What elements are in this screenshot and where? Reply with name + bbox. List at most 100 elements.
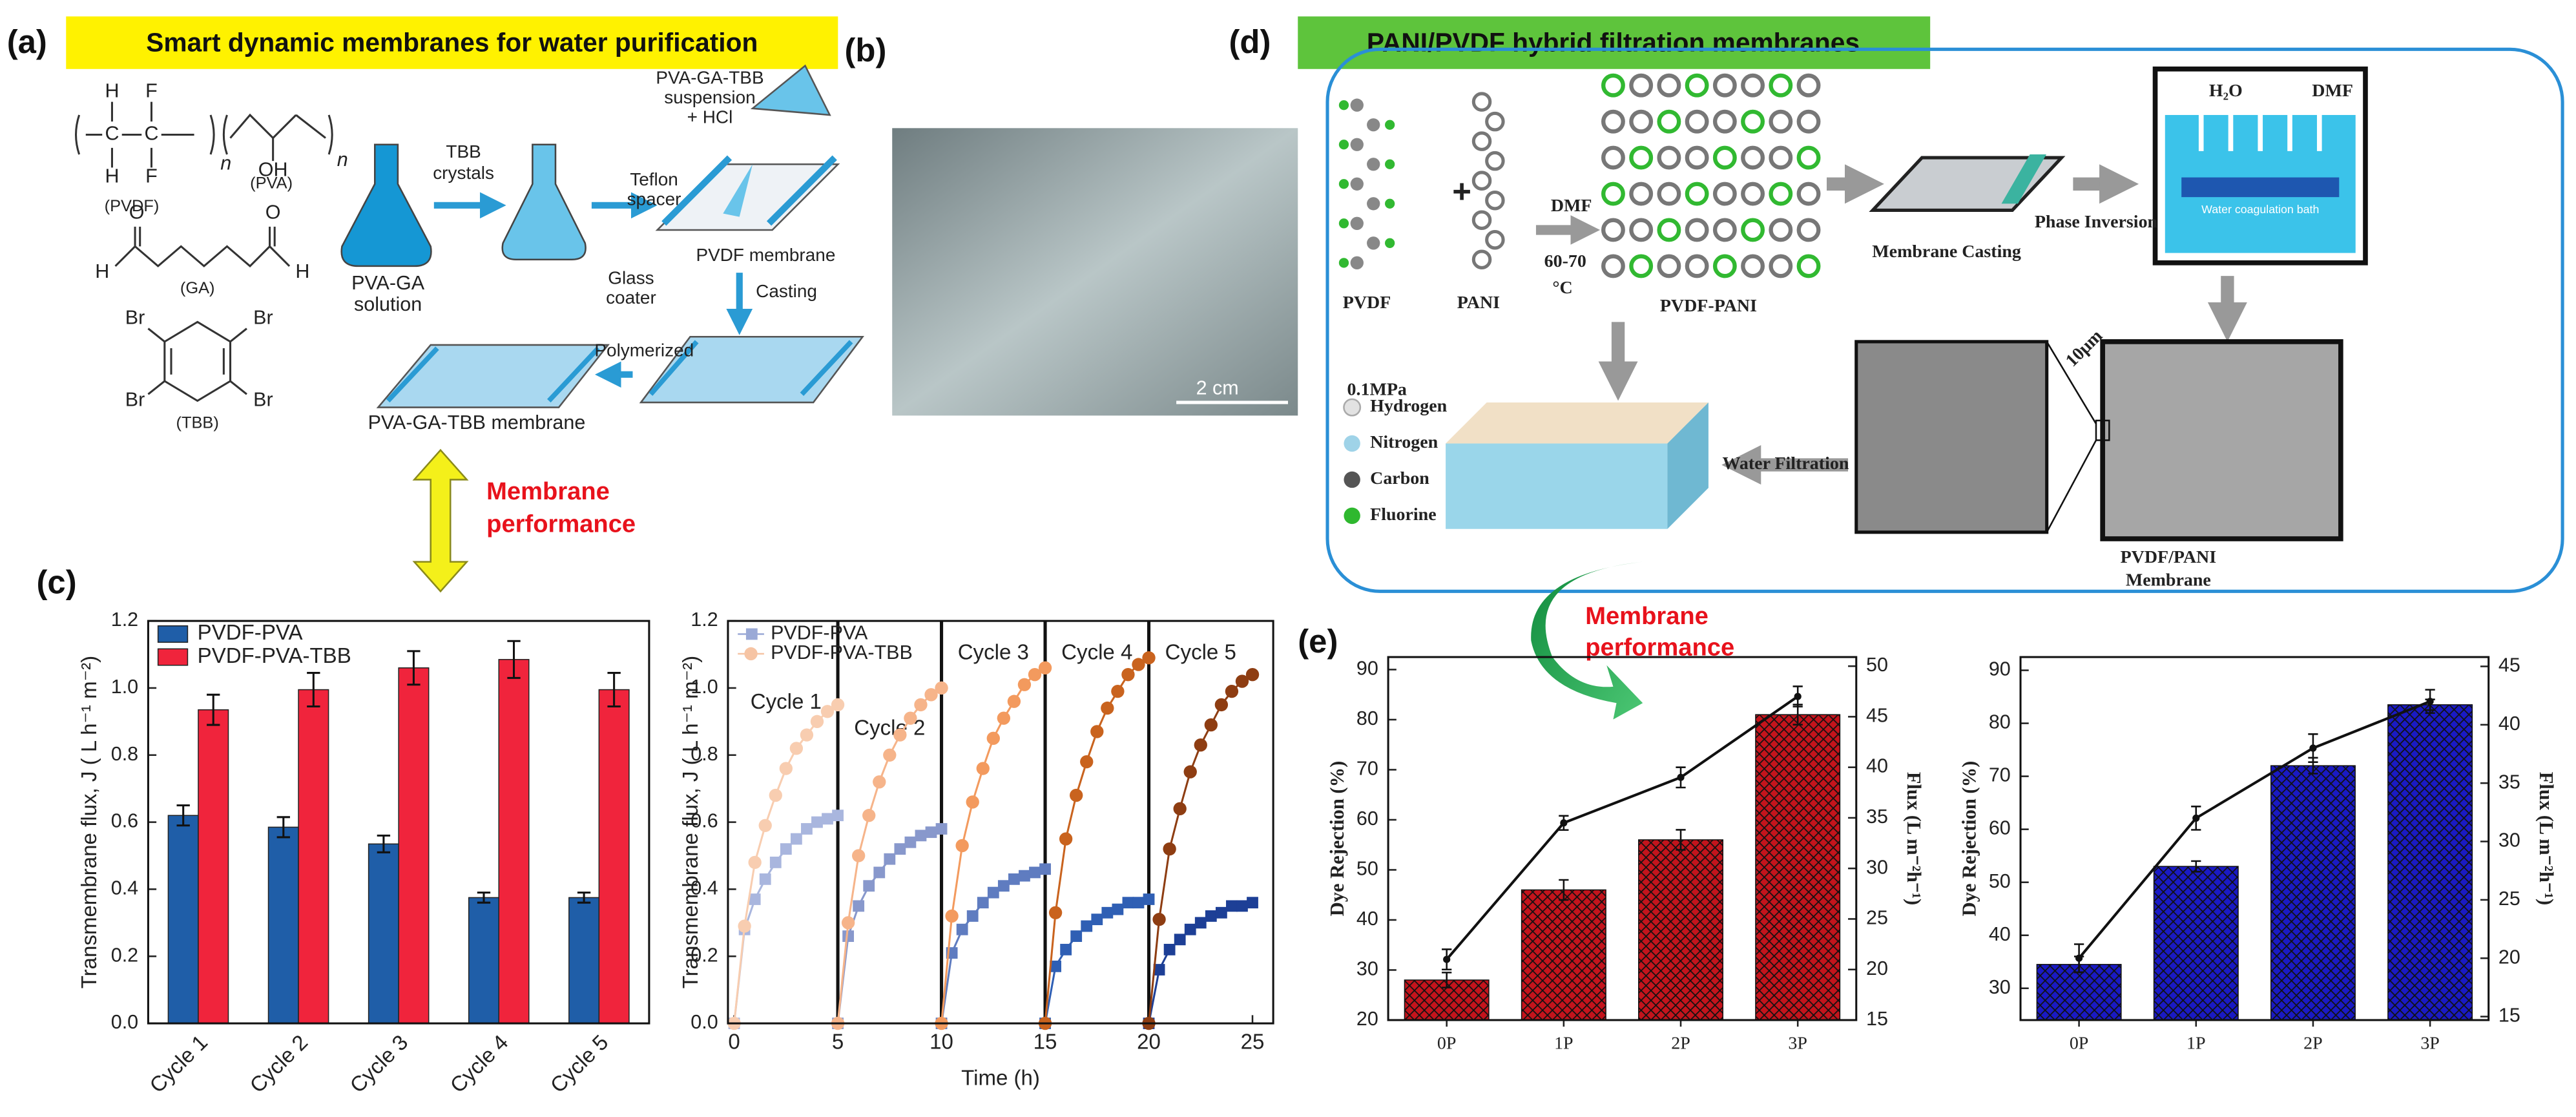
point bbox=[738, 919, 751, 933]
panel-d: PANI/PVDF hybrid filtration membranes + … bbox=[1298, 16, 2564, 593]
atom bbox=[1385, 159, 1395, 169]
point bbox=[904, 836, 917, 848]
step-label: PVDF membrane bbox=[696, 245, 835, 265]
y2-axis-label: Flux (L m⁻²h⁻¹) bbox=[2535, 772, 2557, 905]
y2-tick-label: 20 bbox=[1866, 957, 1888, 979]
error-bar bbox=[2425, 689, 2435, 715]
atom bbox=[1601, 182, 1625, 206]
y2-tick-label: 35 bbox=[2498, 771, 2520, 793]
atom bbox=[1367, 158, 1380, 171]
y-tick-label: 0.2 bbox=[111, 944, 138, 966]
panel-label: (b) bbox=[844, 32, 886, 68]
atom bbox=[1657, 218, 1681, 242]
label: PVDF/PANI bbox=[2121, 547, 2217, 567]
point bbox=[1059, 832, 1073, 846]
plot-frame bbox=[2019, 656, 2490, 1021]
atom: Br bbox=[125, 388, 145, 410]
point bbox=[925, 826, 937, 839]
error-bar bbox=[377, 834, 391, 853]
atom bbox=[1338, 100, 1349, 110]
step-label: TBB bbox=[446, 141, 481, 162]
point bbox=[769, 788, 782, 802]
point bbox=[1205, 910, 1217, 922]
annotation: Membrane bbox=[486, 477, 610, 505]
point bbox=[831, 698, 845, 712]
atom bbox=[1741, 182, 1765, 206]
bar bbox=[398, 667, 430, 1024]
step-label: solution bbox=[354, 293, 422, 315]
bar bbox=[368, 843, 399, 1024]
legend-swatch bbox=[157, 625, 189, 643]
atom bbox=[1796, 145, 1821, 170]
atom: C bbox=[105, 123, 119, 145]
point bbox=[822, 813, 833, 825]
y-tick-label: 1.2 bbox=[111, 609, 138, 631]
bar bbox=[298, 689, 329, 1024]
point bbox=[749, 893, 761, 905]
point bbox=[904, 711, 917, 725]
atom bbox=[1601, 109, 1625, 134]
annotation: performance bbox=[486, 510, 636, 538]
atom: C bbox=[144, 123, 158, 145]
step-label: PVA-GA-TBB bbox=[656, 67, 763, 87]
y-tick-label: 20 bbox=[1356, 1008, 1378, 1030]
atom: F bbox=[145, 79, 158, 101]
atom: O bbox=[265, 202, 281, 224]
atom bbox=[1367, 236, 1380, 250]
point bbox=[1225, 684, 1239, 698]
label: DMF bbox=[1551, 196, 1592, 216]
x-tick-label: 20 bbox=[1137, 1030, 1161, 1054]
y2-tick-label: 20 bbox=[2498, 946, 2520, 968]
molecules bbox=[1338, 73, 1821, 278]
y2-tick-label: 40 bbox=[2498, 713, 2520, 735]
bar bbox=[468, 897, 500, 1024]
point bbox=[851, 849, 866, 862]
atom bbox=[1712, 218, 1737, 242]
point bbox=[1038, 661, 1052, 674]
legend-label: Carbon bbox=[1370, 468, 1429, 488]
step-label: suspension bbox=[664, 87, 755, 107]
y-tick-label: 0.8 bbox=[691, 743, 718, 765]
atom bbox=[1685, 145, 1709, 170]
atom bbox=[1338, 140, 1349, 150]
point bbox=[884, 853, 896, 865]
atom bbox=[1796, 73, 1821, 98]
point bbox=[894, 843, 906, 855]
point bbox=[1174, 934, 1186, 946]
point bbox=[1101, 906, 1114, 919]
point bbox=[1090, 725, 1104, 738]
error-bar bbox=[1442, 972, 1452, 988]
atom: H bbox=[105, 165, 119, 187]
point bbox=[914, 698, 928, 712]
step-label: Casting bbox=[756, 281, 817, 301]
atom: H bbox=[105, 79, 119, 101]
point bbox=[1028, 668, 1042, 682]
error-bar bbox=[507, 640, 521, 679]
point bbox=[1142, 651, 1156, 665]
panel-title: PANI/PVDF hybrid filtration membranes bbox=[1367, 27, 1860, 57]
y2-tick-label: 15 bbox=[1866, 1008, 1888, 1030]
plot-frame bbox=[727, 620, 1274, 1025]
y-tick-label: 60 bbox=[1989, 817, 2011, 839]
atom: n bbox=[220, 152, 231, 174]
point bbox=[841, 916, 855, 930]
atom bbox=[1471, 92, 1492, 112]
atom bbox=[1796, 182, 1821, 206]
label: H₂O bbox=[2209, 81, 2243, 101]
atom: Br bbox=[125, 306, 145, 328]
atom bbox=[1796, 218, 1821, 242]
panel-label: (d) bbox=[1229, 23, 1271, 60]
point bbox=[1236, 900, 1248, 912]
x-tick-label: 0 bbox=[728, 1030, 740, 1054]
y-tick-label: 50 bbox=[1356, 858, 1378, 880]
x-tick-label: 0P bbox=[1437, 1034, 1457, 1054]
atom bbox=[1385, 120, 1395, 130]
bar bbox=[1638, 839, 1723, 1021]
series-line bbox=[2078, 700, 2431, 959]
panel-label: (a) bbox=[7, 23, 47, 60]
point bbox=[1163, 842, 1176, 856]
atom bbox=[1712, 73, 1737, 98]
label: Water coagulation bath bbox=[2201, 203, 2319, 216]
atom bbox=[1367, 197, 1380, 211]
y-tick-label: 30 bbox=[1356, 958, 1378, 980]
